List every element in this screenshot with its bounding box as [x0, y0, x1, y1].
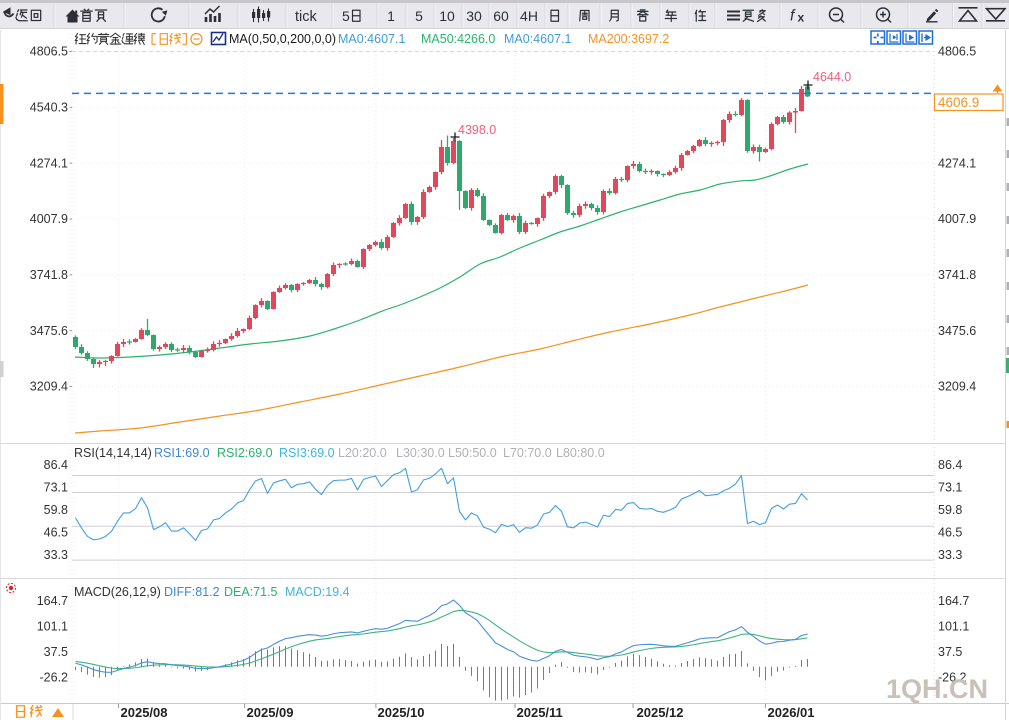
svg-text:MA200:3697.2: MA200:3697.2 — [588, 32, 669, 46]
svg-text:4007.9: 4007.9 — [30, 212, 68, 226]
svg-text:L70:70.0: L70:70.0 — [503, 446, 552, 460]
svg-text:2026/01: 2026/01 — [768, 705, 815, 720]
svg-text:f: f — [790, 8, 796, 25]
svg-text:L50:50.0: L50:50.0 — [448, 446, 497, 460]
svg-text:tick: tick — [295, 9, 318, 25]
svg-text:2025/10: 2025/10 — [378, 705, 425, 720]
svg-text:RSI1:69.0: RSI1:69.0 — [154, 446, 210, 460]
svg-text:4398.0: 4398.0 — [458, 123, 496, 137]
svg-text:RSI2:69.0: RSI2:69.0 — [217, 446, 273, 460]
svg-text:4644.0: 4644.0 — [813, 70, 851, 84]
svg-text:3475.6: 3475.6 — [30, 324, 68, 338]
svg-text:3475.6: 3475.6 — [938, 324, 976, 338]
svg-text:4274.1: 4274.1 — [938, 156, 976, 170]
svg-text:MACD:19.4: MACD:19.4 — [285, 585, 350, 599]
svg-text:RSI3:69.0: RSI3:69.0 — [279, 446, 335, 460]
svg-text:5: 5 — [415, 8, 423, 24]
svg-text:73.1: 73.1 — [44, 480, 68, 494]
svg-text:37.5: 37.5 — [938, 645, 962, 659]
svg-text:MA(0,50,0,200,0,0): MA(0,50,0,200,0,0) — [229, 32, 336, 46]
svg-text:MA0:4607.1: MA0:4607.1 — [504, 32, 571, 46]
svg-text:2025/09: 2025/09 — [247, 705, 294, 720]
svg-text:46.5: 46.5 — [44, 525, 68, 539]
svg-text:MACD(26,12,9): MACD(26,12,9) — [74, 585, 161, 599]
svg-text:4806.5: 4806.5 — [938, 45, 976, 59]
svg-text:-26.2: -26.2 — [938, 671, 967, 685]
svg-text:MA0:4607.1: MA0:4607.1 — [338, 32, 405, 46]
svg-text:L30:30.0: L30:30.0 — [396, 446, 445, 460]
svg-text:3209.4: 3209.4 — [938, 380, 976, 394]
svg-text:1QH.CN: 1QH.CN — [886, 674, 988, 704]
svg-text:60: 60 — [493, 8, 509, 24]
svg-text:33.3: 33.3 — [938, 548, 962, 562]
svg-text:59.8: 59.8 — [938, 503, 962, 517]
svg-text:164.7: 164.7 — [938, 594, 969, 608]
svg-text:-26.2: -26.2 — [40, 671, 69, 685]
svg-text:2025/08: 2025/08 — [121, 705, 168, 720]
svg-text:L80:80.0: L80:80.0 — [556, 446, 605, 460]
svg-text:33.3: 33.3 — [44, 548, 68, 562]
svg-text:4007.9: 4007.9 — [938, 212, 976, 226]
svg-text:73.1: 73.1 — [938, 480, 962, 494]
svg-text:86.4: 86.4 — [44, 458, 68, 472]
svg-text:4806.5: 4806.5 — [30, 45, 68, 59]
svg-text:2025/11: 2025/11 — [517, 705, 563, 720]
svg-text:46.5: 46.5 — [938, 525, 962, 539]
svg-text:x: x — [798, 11, 805, 25]
svg-text:37.5: 37.5 — [44, 645, 68, 659]
svg-text:1: 1 — [387, 8, 395, 24]
svg-text:30: 30 — [466, 8, 482, 24]
svg-text:3209.4: 3209.4 — [30, 380, 68, 394]
svg-text:DEA:71.5: DEA:71.5 — [224, 585, 278, 599]
svg-text:164.7: 164.7 — [37, 594, 68, 608]
svg-text:3741.8: 3741.8 — [938, 268, 976, 282]
svg-text:101.1: 101.1 — [938, 620, 969, 634]
svg-text:4606.9: 4606.9 — [938, 95, 979, 110]
svg-text:10: 10 — [439, 8, 455, 24]
svg-text:4274.1: 4274.1 — [30, 156, 68, 170]
svg-text:5: 5 — [342, 8, 350, 24]
svg-text:L20:20.0: L20:20.0 — [338, 446, 387, 460]
svg-text:RSI(14,14,14): RSI(14,14,14) — [74, 446, 152, 460]
svg-text:3741.8: 3741.8 — [30, 268, 68, 282]
svg-text:59.8: 59.8 — [44, 503, 68, 517]
svg-text:2025/12: 2025/12 — [637, 705, 684, 720]
svg-text:4H: 4H — [520, 8, 538, 24]
svg-text:101.1: 101.1 — [37, 620, 68, 634]
svg-text:DIFF:81.2: DIFF:81.2 — [164, 585, 220, 599]
svg-text:MA50:4266.0: MA50:4266.0 — [421, 32, 495, 46]
svg-text:86.4: 86.4 — [938, 458, 962, 472]
svg-text:4540.3: 4540.3 — [30, 101, 68, 115]
